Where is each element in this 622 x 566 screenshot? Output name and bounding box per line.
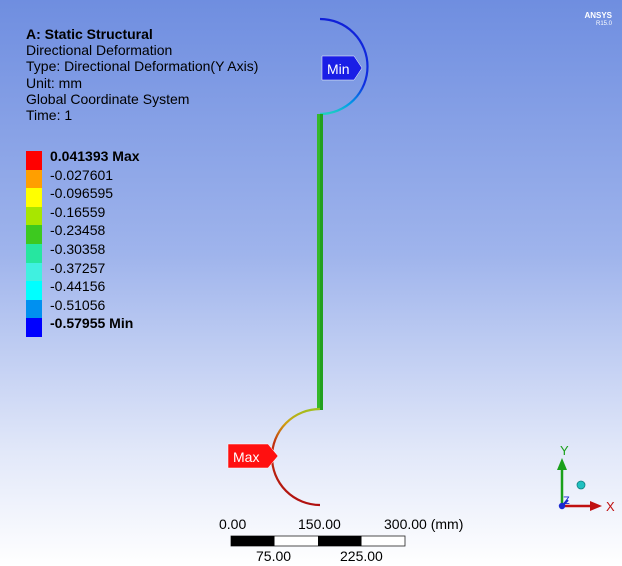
triad-isometric-ball[interactable] xyxy=(576,480,586,490)
legend-swatch xyxy=(26,206,42,226)
scale-label-0: 0.00 xyxy=(219,516,247,532)
max-probe-label: Max xyxy=(233,449,259,465)
top-arc xyxy=(319,17,369,116)
legend-swatch xyxy=(26,188,42,207)
scale-bar-segment xyxy=(231,536,275,546)
triad-x-label: X xyxy=(606,499,615,514)
triad-origin xyxy=(558,502,566,510)
legend-swatch xyxy=(26,281,42,300)
brand-name: ANSYS xyxy=(584,11,612,20)
legend-labels: 0.041393 Max -0.027601 -0.096595 -0.1655… xyxy=(50,147,140,333)
triad-x-arrowhead xyxy=(590,501,602,511)
triad-z-label: Z xyxy=(563,495,570,507)
legend-swatch xyxy=(26,318,42,337)
scale-label-150: 150.00 xyxy=(298,516,341,532)
legend-label: -0.23458 xyxy=(50,222,106,239)
coordinate-triad[interactable]: Y X Z xyxy=(557,443,615,514)
legend-swatch xyxy=(26,169,42,189)
coordinate-system: Global Coordinate System xyxy=(26,90,190,107)
legend-label: -0.096595 xyxy=(50,185,114,202)
legend-label: -0.30358 xyxy=(50,240,106,257)
legend-min-label: -0.57955 Min xyxy=(50,315,134,332)
beam-highlight xyxy=(317,114,320,410)
result-info-panel: A: Static Structural Directional Deforma… xyxy=(26,26,258,123)
legend-swatch xyxy=(26,225,42,244)
bottom-arc xyxy=(270,407,321,507)
scale-label-75: 75.00 xyxy=(256,548,292,564)
analysis-title: A: Static Structural xyxy=(26,26,153,42)
legend-label: -0.44156 xyxy=(50,278,106,295)
legend-max-label: 0.041393 Max xyxy=(50,148,140,164)
legend-swatch xyxy=(26,262,42,282)
triad-y-label: Y xyxy=(560,443,569,458)
brand-version: R15.0 xyxy=(595,21,612,27)
result-type: Type: Directional Deformation(Y Axis) xyxy=(26,58,259,75)
min-flag-shape xyxy=(321,55,363,81)
triad-y-arrowhead xyxy=(557,458,567,470)
legend-label: -0.37257 xyxy=(50,259,106,276)
max-flag-shape xyxy=(227,443,279,469)
scale-bar-segment xyxy=(318,536,362,546)
result-time: Time: 1 xyxy=(26,107,73,124)
legend-swatches xyxy=(26,151,42,337)
legend-swatch xyxy=(26,151,42,170)
legend-swatch xyxy=(26,243,42,263)
min-probe-label: Min xyxy=(327,61,350,77)
legend-label: -0.16559 xyxy=(50,203,106,220)
min-probe[interactable]: Min xyxy=(321,55,363,81)
ansys-logo: ANSYS R15.0 xyxy=(584,12,612,28)
result-name: Directional Deformation xyxy=(26,42,173,59)
scale-label-300: 300.00 (mm) xyxy=(384,516,464,532)
legend-label: -0.027601 xyxy=(50,166,114,183)
legend-swatch xyxy=(26,299,42,319)
legend-label: -0.51056 xyxy=(50,296,106,313)
scale-bar xyxy=(230,535,406,547)
result-unit: Unit: mm xyxy=(26,74,82,91)
scale-label-225: 225.00 xyxy=(340,548,383,564)
max-probe[interactable]: Max xyxy=(227,443,279,469)
